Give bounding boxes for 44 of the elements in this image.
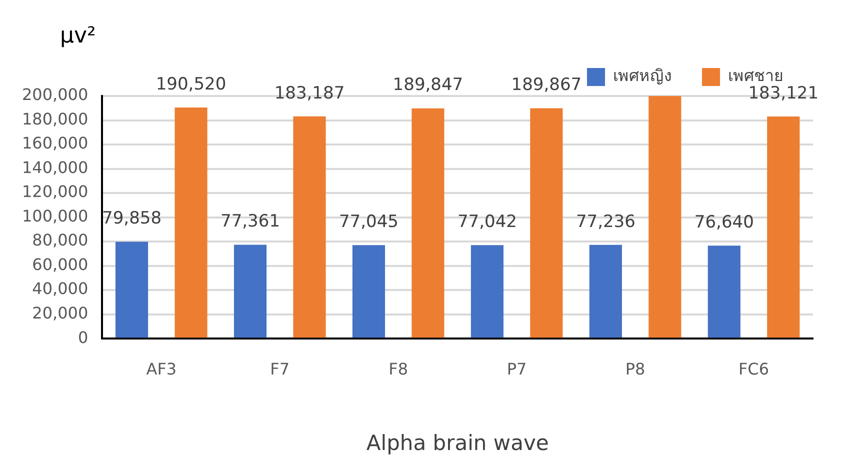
y-tick-label: 40,000: [32, 279, 88, 298]
bar: [293, 116, 326, 338]
y-tick-label: 20,000: [32, 303, 88, 322]
bar: [530, 108, 563, 338]
data-label: 183,187: [274, 83, 345, 104]
y-tick-label: 140,000: [22, 158, 88, 177]
bar: [708, 246, 740, 338]
y-tick-label: 100,000: [22, 206, 88, 226]
x-tick-label: AF3: [146, 359, 177, 378]
bar: [352, 245, 386, 338]
x-tick-label: P7: [506, 359, 527, 378]
data-label: 77,361: [220, 212, 280, 232]
x-axis-title: Alpha brain wave: [366, 430, 549, 455]
data-label: 189,867: [511, 75, 582, 96]
bar: [767, 116, 800, 338]
y-tick-label: 60,000: [32, 254, 88, 274]
x-tick-label: FC6: [738, 359, 770, 378]
y-axis-title: μv²: [60, 24, 96, 49]
x-tick-label: F8: [388, 359, 408, 378]
x-tick-label: F7: [270, 359, 290, 378]
bar: [115, 242, 148, 338]
legend-label: เพศชาย: [728, 66, 783, 86]
data-label: 76,640: [694, 212, 754, 233]
data-label: 77,236: [576, 212, 636, 232]
bar: [648, 96, 682, 338]
data-label: 77,042: [457, 212, 517, 232]
bar: [470, 245, 504, 338]
data-label: 189,847: [392, 75, 464, 96]
y-tick-label: 180,000: [22, 109, 88, 128]
y-tick-label: 200,000: [22, 85, 88, 104]
x-tick-label: P8: [625, 359, 646, 378]
data-label: 77,045: [338, 212, 398, 232]
y-tick-label: 120,000: [22, 182, 88, 202]
legend-label: เพศหญิง: [613, 66, 672, 86]
y-tick-label: 80,000: [32, 230, 88, 250]
bar: [589, 244, 622, 338]
data-label: 190,520: [156, 74, 226, 94]
data-label: 183,121: [748, 83, 819, 104]
bar: [234, 244, 267, 338]
bar: [174, 108, 208, 338]
y-tick-label: 0: [78, 328, 88, 347]
bar: [412, 108, 444, 338]
data-label: 79,858: [102, 208, 162, 229]
y-tick-label: 160,000: [22, 134, 88, 153]
